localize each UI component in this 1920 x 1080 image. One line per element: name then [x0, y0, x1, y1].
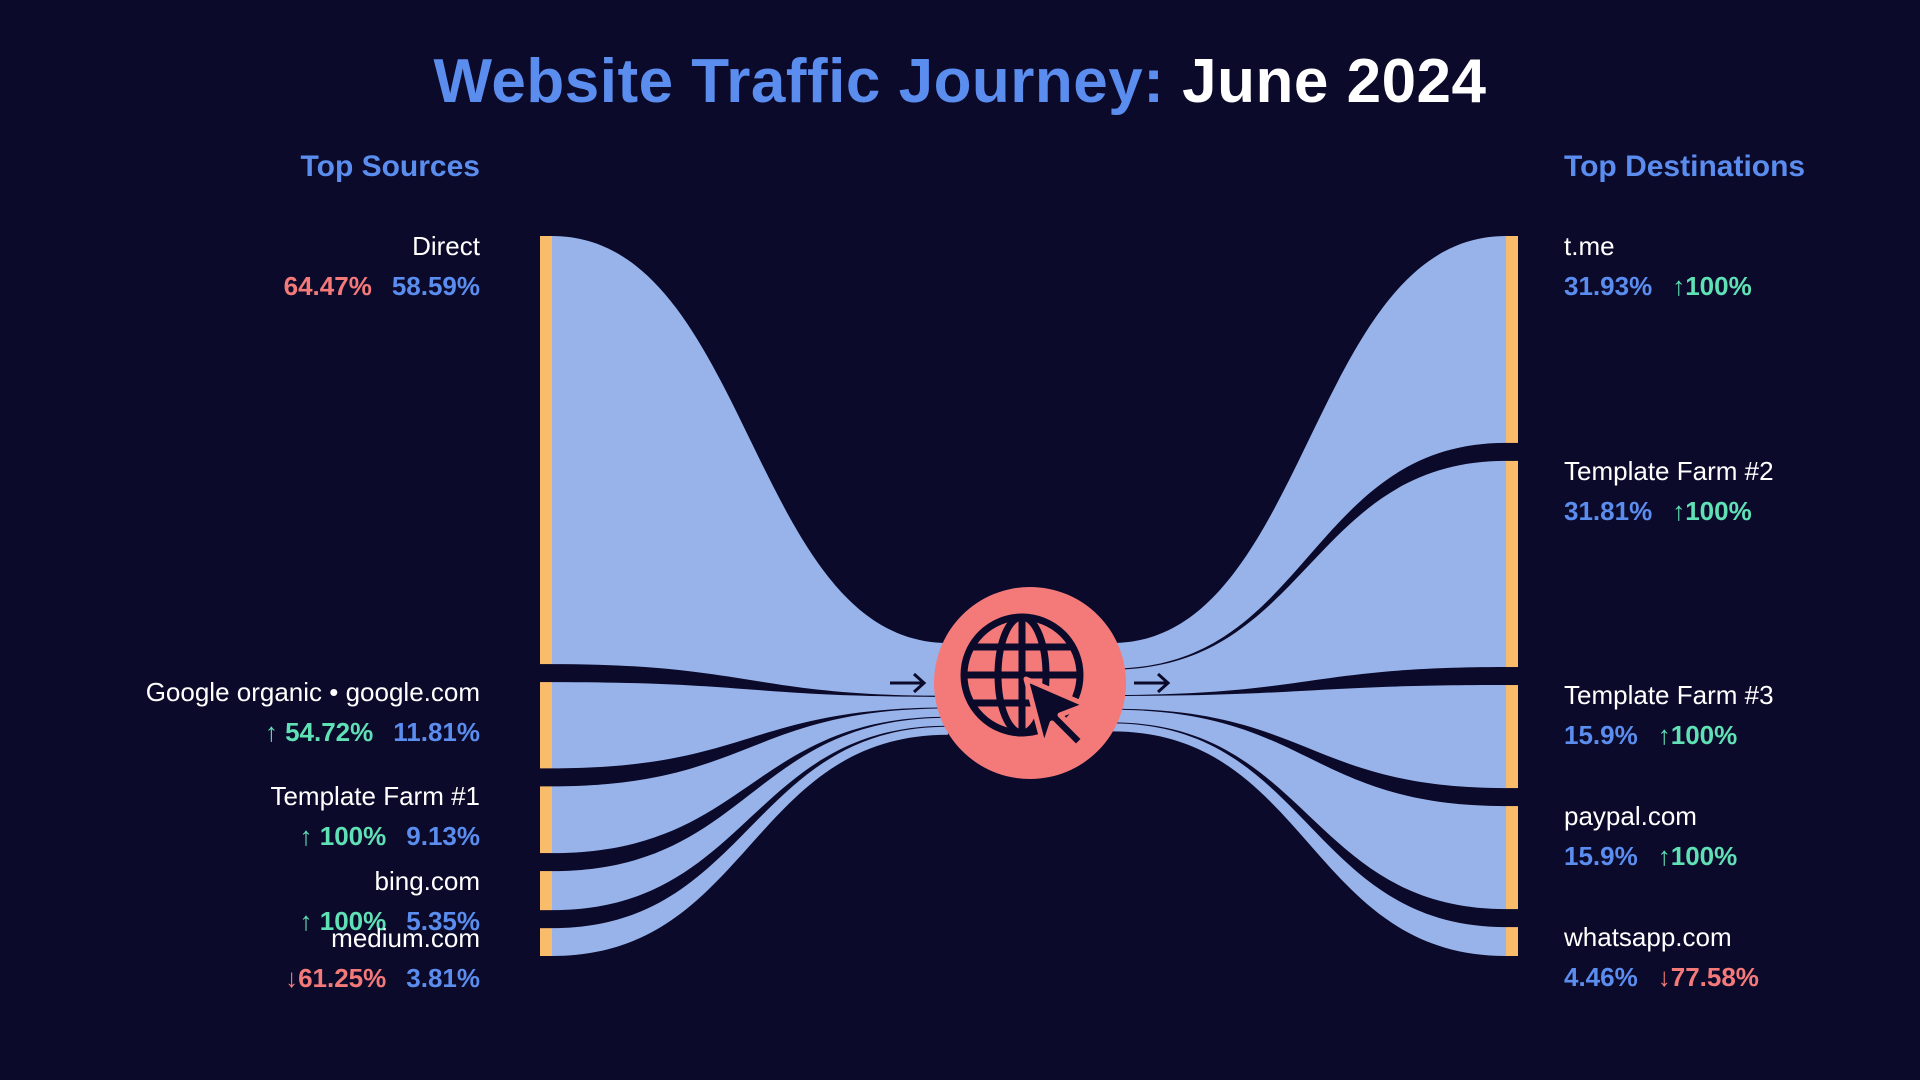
destination-share: 15.9% — [1564, 841, 1638, 872]
page-title: Website Traffic Journey: June 2024 — [0, 46, 1920, 117]
destination-change: ↓77.58% — [1657, 962, 1759, 993]
source-change: ↓61.25% — [285, 963, 387, 994]
source-change: 64.47% — [283, 271, 372, 301]
flow-source-1 — [552, 682, 948, 769]
destination-node-bar-0 — [1506, 236, 1518, 443]
source-name: medium.com — [331, 923, 480, 954]
source-node-bar-3 — [540, 871, 552, 911]
source-name: Google organic • google.com — [145, 677, 480, 708]
flow-source-3 — [552, 717, 948, 911]
flow-source-2 — [552, 708, 948, 854]
destination-node-bar-1 — [1506, 460, 1518, 668]
outflow-arrow-icon — [1134, 672, 1171, 694]
source-node-bar-0 — [540, 236, 552, 665]
source-node-bar-1 — [540, 682, 552, 769]
destination-share: 4.46% — [1564, 962, 1638, 993]
destination-change: ↑100% — [1657, 720, 1738, 751]
flow-source-0 — [552, 236, 948, 696]
source-share: 11.81% — [393, 717, 480, 748]
inflow-arrow-icon — [890, 672, 927, 694]
source-label: Google organic • google.com ↑ 54.72% 11.81… — [0, 676, 480, 748]
source-share: 58.59% — [391, 271, 480, 301]
destination-node-bar-3 — [1506, 806, 1518, 910]
source-share: 9.13% — [406, 821, 480, 852]
destination-name: t.me — [1564, 231, 1615, 261]
destination-share: 15.9% — [1564, 720, 1638, 751]
destination-node-bar-4 — [1506, 927, 1518, 956]
destination-label: Template Farm #2 31.81% ↑100% — [1564, 455, 1920, 527]
source-change: ↑ 100% — [299, 906, 387, 937]
source-label: Direct 64.47% 58.59% — [0, 230, 480, 302]
source-change: ↑ 54.72% — [264, 717, 374, 748]
globe-cursor-icon — [934, 587, 1126, 779]
source-node-bar-2 — [540, 786, 552, 854]
destination-share: 31.93% — [1564, 271, 1653, 301]
destination-label: t.me 31.93% ↑100% — [1564, 230, 1920, 302]
source-node-bar-4 — [540, 928, 552, 956]
destination-change: ↑100% — [1657, 841, 1738, 872]
flow-destination-2 — [1112, 685, 1506, 789]
destination-name: Template Farm #2 — [1564, 455, 1774, 486]
destination-change: ↑100% — [1672, 495, 1752, 526]
destination-change: ↑100% — [1672, 271, 1752, 301]
destination-share: 31.81% — [1564, 495, 1653, 526]
source-label: medium.com ↓61.25% 3.81% — [0, 922, 480, 994]
source-change: ↑ 100% — [299, 821, 387, 852]
source-label: bing.com ↑ 100% 5.35% — [0, 865, 480, 937]
title-accent: Website Traffic Journey: — [433, 47, 1165, 116]
source-name: bing.com — [374, 866, 481, 897]
source-label: Template Farm #1 ↑ 100% 9.13% — [0, 780, 480, 852]
source-name: Template Farm #1 — [270, 781, 480, 812]
source-share: 5.35% — [406, 906, 480, 937]
destination-label: Template Farm #3 15.9% ↑100% — [1564, 679, 1920, 751]
source-name: Direct — [412, 231, 480, 261]
destination-label: whatsapp.com 4.46% ↓77.58% — [1564, 921, 1920, 993]
flow-destination-4 — [1112, 723, 1506, 956]
destination-node-bar-2 — [1506, 685, 1518, 789]
destination-name: paypal.com — [1564, 801, 1697, 832]
destination-name: whatsapp.com — [1564, 922, 1732, 953]
title-date: June 2024 — [1182, 47, 1487, 116]
flow-source-4 — [552, 726, 948, 956]
destinations-heading: Top Destinations — [1564, 150, 1806, 183]
flow-destination-0 — [1112, 236, 1506, 669]
source-share: 3.81% — [406, 963, 480, 994]
sources-heading: Top Sources — [300, 150, 480, 183]
destination-name: Template Farm #3 — [1564, 680, 1774, 711]
flow-destination-3 — [1112, 709, 1506, 910]
flow-destination-1 — [1112, 460, 1506, 695]
destination-label: paypal.com 15.9% ↑100% — [1564, 800, 1920, 872]
